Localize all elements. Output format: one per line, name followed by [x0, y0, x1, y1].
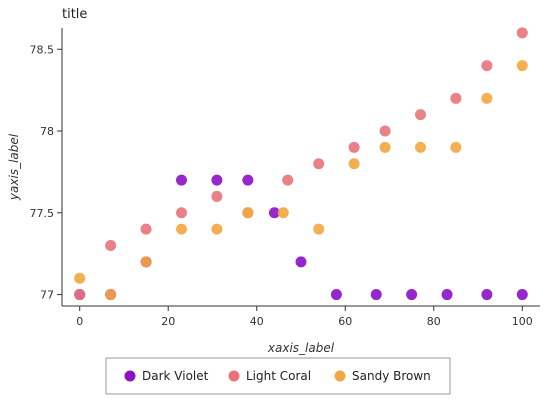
legend-swatch-dark-violet — [124, 370, 136, 382]
x-tick-label: 60 — [338, 315, 352, 328]
legend-box — [105, 357, 451, 395]
light-coral-point — [415, 109, 426, 121]
light-coral-point — [140, 223, 152, 235]
axes — [61, 28, 540, 307]
light-coral-point — [348, 141, 360, 153]
x-tick-label: 40 — [250, 315, 264, 328]
y-tick-label: 78.5 — [30, 43, 55, 56]
light-coral-point — [379, 125, 391, 137]
legend-label-sandy-brown: Sandy Brown — [352, 369, 431, 383]
sandy-brown-point — [450, 141, 462, 153]
legend-swatch-light-coral — [228, 370, 240, 382]
x-ticks: 0 20 40 60 80 100 — [76, 306, 533, 328]
sandy-brown-point — [242, 207, 254, 219]
dark-violet-point — [370, 289, 382, 301]
dark-violet-point — [516, 289, 528, 301]
chart-title: title — [62, 7, 87, 22]
sandy-brown-point — [415, 141, 426, 153]
sandy-brown-point — [140, 256, 152, 268]
legend-items: Dark Violet Light Coral Sandy Brown — [124, 369, 431, 383]
light-coral-point — [105, 239, 117, 251]
y-axis-title: yaxis_label — [7, 133, 21, 201]
dark-violet-point — [242, 174, 254, 186]
light-coral-point — [481, 60, 493, 72]
dark-violet-point — [268, 207, 280, 219]
x-tick-label: 100 — [512, 315, 533, 328]
sandy-brown-point — [348, 158, 360, 170]
dark-violet-point — [481, 289, 493, 301]
dark-violet-point — [176, 174, 187, 186]
legend: Dark Violet Light Coral Sandy Brown — [105, 357, 451, 395]
dark-violet-point — [295, 256, 307, 268]
light-coral-point — [450, 92, 462, 104]
sandy-brown-point — [176, 223, 187, 235]
light-coral-point — [516, 27, 528, 39]
sandy-brown-point — [105, 289, 117, 301]
data-points — [74, 27, 528, 301]
x-tick-label: 80 — [427, 315, 441, 328]
y-tick-label: 78 — [40, 125, 54, 138]
light-coral-point — [176, 207, 187, 219]
legend-swatch-sandy-brown — [334, 370, 346, 382]
light-coral-point — [74, 289, 86, 301]
sandy-brown-point — [277, 207, 289, 219]
dark-violet-point — [330, 289, 342, 301]
legend-label-dark-violet: Dark Violet — [142, 369, 209, 383]
light-coral-point — [211, 190, 223, 202]
dark-violet-point — [211, 174, 223, 186]
sandy-brown-point — [74, 272, 86, 284]
y-tick-label: 77 — [40, 289, 54, 302]
sandy-brown-point — [516, 60, 528, 72]
x-axis-title: xaxis_label — [267, 341, 335, 355]
legend-label-light-coral: Light Coral — [246, 369, 311, 383]
x-tick-label: 0 — [76, 315, 83, 328]
sandy-brown-point — [379, 141, 391, 153]
y-tick-label: 77.5 — [30, 207, 55, 220]
dark-violet-point — [441, 289, 453, 301]
dark-violet-point — [406, 289, 418, 301]
y-ticks: 77 77.5 78 78.5 — [30, 43, 62, 302]
sandy-brown-point — [211, 223, 223, 235]
sandy-brown-point — [481, 92, 493, 104]
light-coral-point — [282, 174, 294, 186]
x-tick-label: 20 — [161, 315, 175, 328]
light-coral-point — [313, 158, 325, 170]
sandy-brown-point — [313, 223, 325, 235]
